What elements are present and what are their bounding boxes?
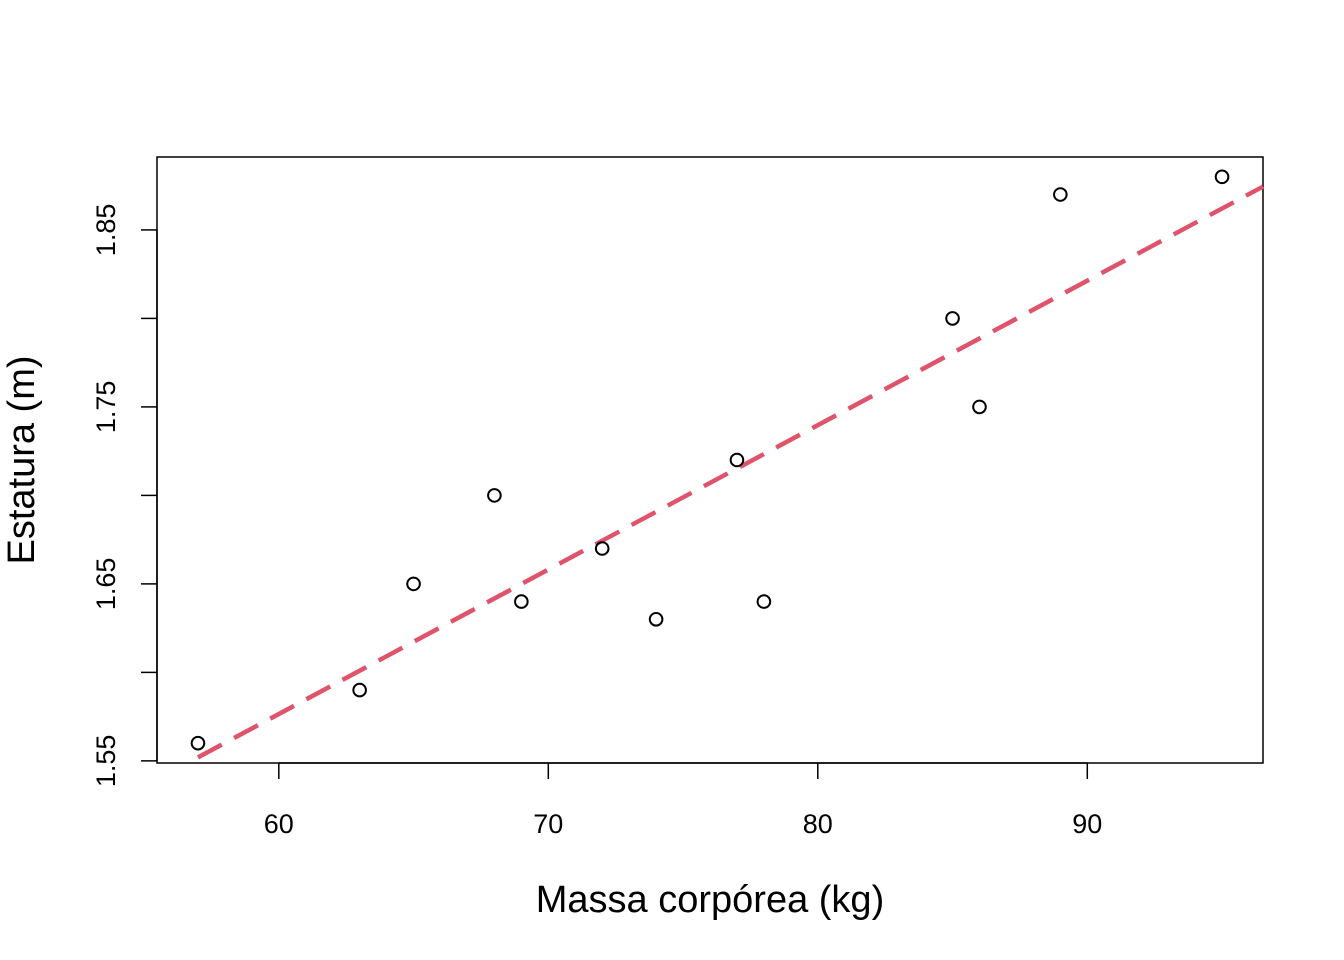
fit-line-layer bbox=[196, 184, 1265, 760]
y-tick-label: 1.55 bbox=[91, 735, 121, 788]
data-point bbox=[190, 735, 206, 751]
x-tick-label: 80 bbox=[803, 809, 833, 839]
data-point bbox=[352, 682, 367, 698]
data-point bbox=[487, 488, 502, 503]
y-tick-label: 1.75 bbox=[91, 381, 121, 434]
data-point bbox=[945, 311, 960, 326]
data-point bbox=[648, 611, 664, 627]
data-point bbox=[972, 399, 987, 415]
data-point bbox=[594, 541, 610, 556]
data-point bbox=[514, 594, 529, 609]
data-point bbox=[729, 452, 745, 468]
x-axis-label: Massa corpórea (kg) bbox=[536, 879, 884, 921]
data-point bbox=[756, 594, 772, 609]
regression-line bbox=[196, 184, 1265, 760]
plot-box bbox=[156, 156, 1264, 764]
x-tick-label: 70 bbox=[533, 809, 563, 839]
data-point bbox=[1214, 169, 1230, 185]
x-tick-label: 90 bbox=[1072, 809, 1102, 839]
y-tick-label: 1.65 bbox=[91, 558, 121, 611]
data-point bbox=[406, 576, 421, 592]
y-axis-label: Estatura (m) bbox=[1, 355, 43, 564]
x-axis: 60 70 80 90 bbox=[264, 762, 1102, 839]
data-point bbox=[1053, 187, 1068, 202]
y-axis: 1.55 1.65 1.75 1.85 bbox=[91, 204, 158, 788]
x-tick-label: 60 bbox=[264, 809, 294, 839]
points-layer bbox=[190, 169, 1230, 751]
y-tick-label: 1.85 bbox=[91, 204, 121, 257]
